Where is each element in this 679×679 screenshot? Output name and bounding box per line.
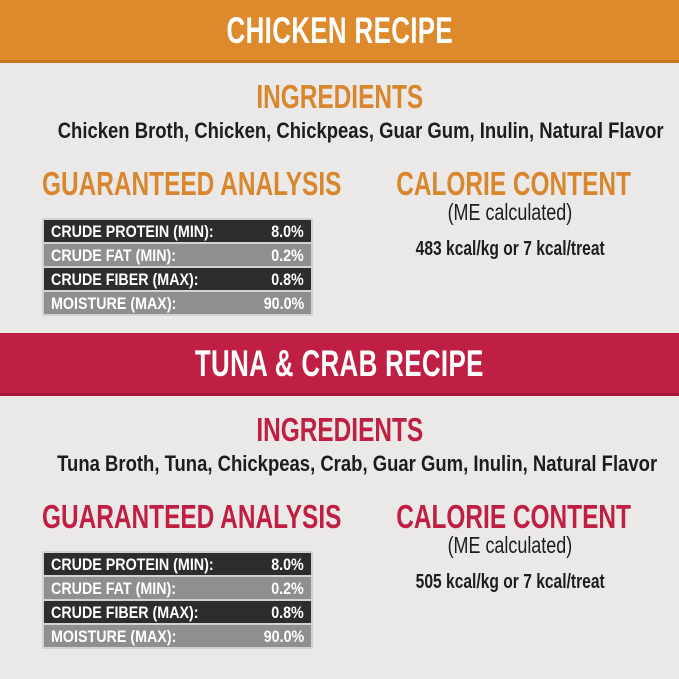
section-tuna-crab-recipe: TUNA & CRAB RECIPE INGREDIENTS Tuna Brot… (0, 333, 679, 679)
calorie-method-note: (ME calculated) (447, 199, 573, 225)
calorie-content-block: CALORIE CONTENT (ME calculated) 483 kcal… (355, 0, 665, 333)
table-row: CRUDE PROTEIN (MIN): 8.0% (44, 553, 311, 575)
table-row: CRUDE FIBER (MAX): 0.8% (44, 599, 311, 623)
recipe-banner: CHICKEN RECIPE (0, 0, 679, 63)
guaranteed-analysis-table: CRUDE PROTEIN (MIN): 8.0% CRUDE FAT (MIN… (42, 551, 313, 649)
analysis-row-value: 0.8% (271, 269, 304, 289)
analysis-row-label: CRUDE FIBER (MAX): (51, 269, 199, 289)
table-row: CRUDE FAT (MIN): 0.2% (44, 242, 311, 266)
guaranteed-analysis-heading: GUARANTEED ANALYSIS (42, 498, 342, 535)
analysis-row-value: 0.2% (271, 245, 304, 265)
analysis-row-label: CRUDE FAT (MIN): (51, 578, 177, 598)
recipe-banner-title: CHICKEN RECIPE (226, 9, 453, 51)
table-row: MOISTURE (MAX): 90.0% (44, 623, 311, 647)
recipe-banner-title: TUNA & CRAB RECIPE (195, 342, 484, 384)
analysis-row-value: 8.0% (271, 221, 304, 241)
analysis-row-label: CRUDE PROTEIN (MIN): (51, 221, 214, 241)
analysis-row-value: 0.2% (271, 578, 304, 598)
calorie-content-heading: CALORIE CONTENT (396, 165, 631, 202)
table-row: CRUDE FAT (MIN): 0.2% (44, 575, 311, 599)
table-row: CRUDE FIBER (MAX): 0.8% (44, 266, 311, 290)
calorie-content-block: CALORIE CONTENT (ME calculated) 505 kcal… (355, 333, 665, 679)
calorie-value: 505 kcal/kg or 7 kcal/treat (415, 571, 605, 593)
calorie-method-note: (ME calculated) (447, 532, 573, 558)
ingredients-heading: INGREDIENTS (256, 411, 423, 448)
analysis-row-label: MOISTURE (MAX): (51, 626, 177, 646)
table-row: MOISTURE (MAX): 90.0% (44, 290, 311, 314)
analysis-row-label: CRUDE PROTEIN (MIN): (51, 554, 214, 574)
recipe-banner: TUNA & CRAB RECIPE (0, 333, 679, 396)
ingredients-list: Chicken Broth, Chicken, Chickpeas, Guar … (57, 118, 664, 143)
analysis-row-value: 0.8% (271, 602, 304, 622)
ingredients-heading: INGREDIENTS (256, 78, 423, 115)
section-chicken-recipe: CHICKEN RECIPE INGREDIENTS Chicken Broth… (0, 0, 679, 333)
guaranteed-analysis-heading: GUARANTEED ANALYSIS (42, 165, 342, 202)
table-row: CRUDE PROTEIN (MIN): 8.0% (44, 220, 311, 242)
ingredients-list: Tuna Broth, Tuna, Chickpeas, Crab, Guar … (57, 451, 658, 476)
calorie-value: 483 kcal/kg or 7 kcal/treat (415, 238, 605, 260)
analysis-row-label: MOISTURE (MAX): (51, 293, 177, 313)
analysis-row-value: 8.0% (271, 554, 304, 574)
analysis-row-value: 90.0% (263, 626, 304, 646)
analysis-row-label: CRUDE FAT (MIN): (51, 245, 177, 265)
guaranteed-analysis-table: CRUDE PROTEIN (MIN): 8.0% CRUDE FAT (MIN… (42, 218, 313, 316)
analysis-row-value: 90.0% (263, 293, 304, 313)
analysis-row-label: CRUDE FIBER (MAX): (51, 602, 199, 622)
calorie-content-heading: CALORIE CONTENT (396, 498, 631, 535)
